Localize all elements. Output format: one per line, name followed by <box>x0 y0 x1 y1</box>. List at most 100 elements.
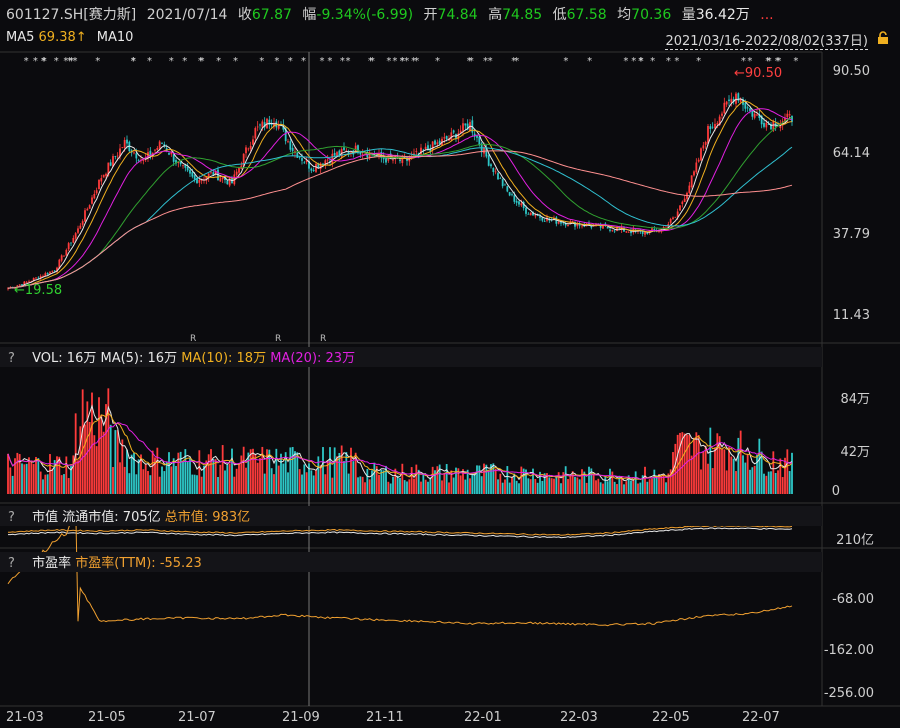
candle-body <box>350 152 352 154</box>
candle-body <box>305 160 308 163</box>
volume-bar <box>228 463 231 494</box>
date-range-selector[interactable]: 2021/03/16-2022/08/02(337日) <box>665 30 868 50</box>
volume-bar <box>219 464 222 494</box>
candle-body <box>499 177 502 179</box>
volume-bar <box>322 447 324 494</box>
volume-bar <box>557 472 560 494</box>
volume-bar <box>457 468 460 494</box>
candle-body <box>536 215 539 217</box>
candle-body <box>758 114 761 119</box>
volume-bar <box>373 462 376 494</box>
volume-bar <box>758 438 761 494</box>
volume-bar <box>527 478 530 494</box>
mcap-panel-header: ? 市值 流通市值: 705亿 总市值: 983亿 <box>0 506 822 526</box>
volume-bar <box>396 475 399 494</box>
volume-bar <box>301 474 303 494</box>
mcap-tick: 210亿 <box>836 533 874 548</box>
candle-body <box>60 255 63 261</box>
vol-tick-2: 0 <box>831 484 840 499</box>
volume-bar <box>630 480 632 494</box>
candle-body <box>301 158 303 161</box>
volume-bar <box>576 477 579 494</box>
event-marker: * <box>400 56 405 67</box>
event-marker: * <box>696 56 701 67</box>
candle-body <box>121 147 124 148</box>
candle-body <box>520 203 523 206</box>
volume-bar <box>389 483 392 494</box>
candle-body <box>284 128 287 142</box>
volume-bar <box>415 464 418 494</box>
quote-header: 601127.SH[赛力斯] 2021/07/14 收67.87 幅-9.34%… <box>6 4 780 24</box>
volume-bar <box>406 481 408 494</box>
volume-bar <box>249 449 252 494</box>
candle-body <box>228 177 231 186</box>
event-marker: * <box>563 56 568 67</box>
vol-tick-1: 42万 <box>840 445 870 460</box>
volume-bar <box>774 473 777 494</box>
volume-bar <box>697 435 700 494</box>
volume-bar <box>98 397 100 494</box>
candle-body <box>653 228 656 230</box>
low-label: 低 <box>552 7 567 23</box>
help-icon[interactable]: ? <box>8 351 15 366</box>
candle-body <box>625 231 628 233</box>
more-button[interactable]: ... <box>760 7 774 23</box>
volume-bar <box>193 474 196 494</box>
vol-value: 36.42万 <box>695 7 750 23</box>
candle-body <box>434 140 436 145</box>
open-value: 74.84 <box>437 7 478 23</box>
candle-body <box>268 119 271 125</box>
candle-body <box>763 122 765 127</box>
event-marker: * <box>327 56 332 67</box>
volume-bar <box>770 471 772 494</box>
volume-bar <box>735 471 737 494</box>
volume-bar <box>51 468 54 494</box>
volume-bar <box>417 469 420 494</box>
candle-body <box>114 156 117 157</box>
ma30-line <box>7 117 793 289</box>
candle-body <box>497 173 499 180</box>
volume-bar <box>658 474 660 494</box>
volume-bar <box>200 476 203 494</box>
help-icon[interactable]: ? <box>8 556 15 571</box>
volume-bar <box>137 459 140 494</box>
candle-body <box>445 135 448 139</box>
candle-body <box>401 156 404 163</box>
vol-label: VOL: 16万 <box>32 351 97 366</box>
volume-bar <box>490 464 492 494</box>
x-tick-5: 22-01 <box>464 710 502 725</box>
event-marker: * <box>131 56 136 67</box>
help-icon[interactable]: ? <box>8 510 15 525</box>
candle-body <box>611 230 614 232</box>
candle-body <box>154 149 156 151</box>
volume-bar <box>254 454 257 494</box>
volume-bar <box>632 479 635 494</box>
volume-bar <box>352 461 355 494</box>
candle-body <box>427 145 429 150</box>
candle-body <box>590 226 593 228</box>
lock-icon[interactable] <box>876 31 890 45</box>
candle-body <box>98 179 100 190</box>
volume-bar <box>44 474 47 494</box>
volume-bar <box>207 454 210 494</box>
candle-body <box>249 145 252 149</box>
event-marker: * <box>42 56 47 67</box>
volume-bar <box>30 460 33 494</box>
volume-bar <box>261 446 264 494</box>
candle-body <box>756 114 758 116</box>
candle-body <box>58 259 61 269</box>
max-price-label: ←90.50 <box>734 66 783 81</box>
candle-body <box>457 133 460 140</box>
volume-bar <box>676 434 679 494</box>
candle-body <box>567 225 569 227</box>
candle-body <box>81 221 84 225</box>
volume-bar <box>133 453 135 494</box>
candle-body <box>324 160 327 165</box>
volume-bar <box>784 457 786 494</box>
r-marker: R <box>190 334 196 344</box>
volume-bar <box>427 481 429 494</box>
volume-bar <box>462 469 464 494</box>
candle-body <box>74 233 77 239</box>
pe-ttm-line <box>7 506 793 627</box>
candle-body <box>476 135 478 138</box>
